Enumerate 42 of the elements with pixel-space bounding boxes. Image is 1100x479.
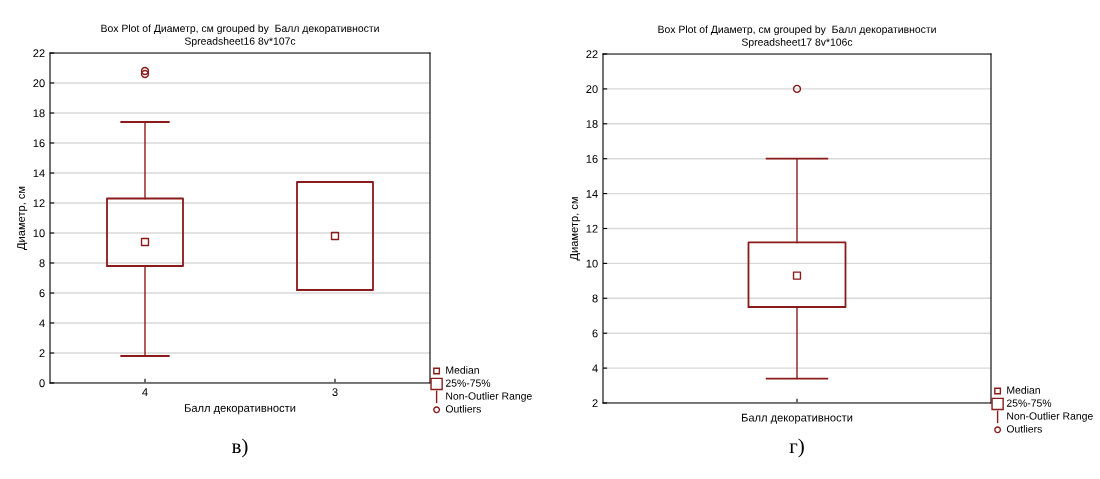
y-tick-label: 4: [592, 364, 598, 373]
y-tick-label: 6: [39, 289, 45, 298]
y-tick-label: 18: [33, 109, 45, 118]
y-tick-label: 10: [586, 259, 598, 268]
y-tick-label: 0: [39, 379, 45, 388]
text: Non-Outlier Range: [446, 392, 532, 402]
text: 25%-75%: [445, 379, 491, 387]
text: 25%-75%: [1006, 399, 1052, 407]
text: Outliers: [445, 404, 481, 413]
y-tick-label: 16: [33, 139, 45, 148]
x-axis-title: Балл декоративности: [185, 404, 296, 415]
y-tick-label: 12: [33, 199, 45, 208]
text: Median: [446, 366, 479, 374]
chart-subtitle: Spreadsheet16 8v*107c: [184, 37, 296, 47]
y-tick-label: 20: [33, 79, 45, 88]
y-tick-label: 14: [586, 189, 598, 198]
text: Median: [1007, 386, 1040, 394]
text: Outliers: [1006, 424, 1042, 433]
text: Non-Outlier Range: [1007, 412, 1093, 422]
y-tick-label: 4: [39, 319, 45, 328]
y-tick-label: 2: [39, 349, 45, 358]
text: в): [231, 438, 248, 458]
y-tick-label: 10: [33, 229, 45, 238]
y-tick-label: 22: [586, 50, 598, 59]
y-tick-label: 18: [586, 120, 598, 128]
y-tick-label: 14: [33, 169, 45, 178]
y-tick-label: 6: [592, 329, 598, 338]
chart-subtitle: Spreadsheet17 8v*106c: [741, 38, 853, 48]
chart-title: Box Plot of Диаметр, см grouped by Балл декоративности: [658, 25, 936, 36]
y-tick-label: 20: [586, 85, 598, 94]
y-tick-label: 2: [592, 399, 598, 408]
chart-title: Box Plot of Диаметр, см grouped by Балл декоративности: [101, 24, 379, 35]
y-axis-title: Диаметр, см: [17, 186, 28, 250]
y-axis-title: Диаметр, см: [570, 197, 581, 261]
y-tick-label: 22: [33, 49, 45, 58]
y-tick-label: 8: [39, 259, 45, 268]
y-tick-label: 12: [586, 224, 598, 233]
text: г): [789, 438, 804, 458]
y-tick-label: 8: [592, 294, 598, 303]
x-tick-label: 3: [332, 388, 338, 397]
y-tick-label: 16: [586, 154, 598, 163]
x-axis-title: Балл декоративности: [742, 413, 853, 424]
